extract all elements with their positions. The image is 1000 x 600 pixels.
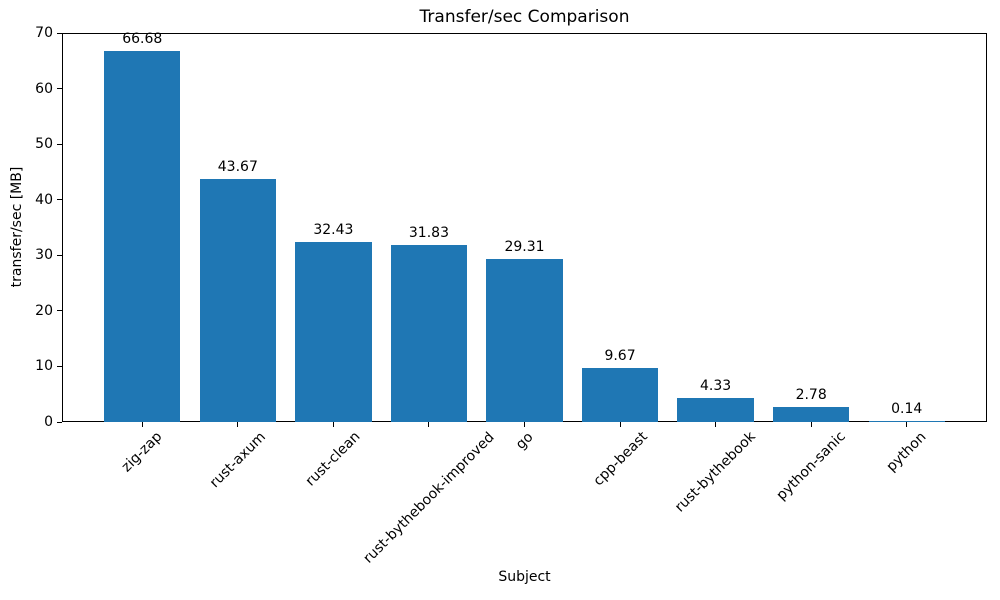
bar-value-label: 2.78	[795, 386, 827, 403]
y-axis-label: transfer/sec [MB]	[9, 166, 25, 288]
y-tick-label: 30	[35, 247, 53, 264]
x-tick	[715, 422, 717, 427]
y-tick-label: 70	[35, 25, 53, 41]
bar-value-label: 4.33	[700, 377, 732, 394]
x-tick-label: rust-bythebook	[672, 429, 759, 516]
bar	[772, 406, 850, 422]
x-tick-label: rust-axum	[206, 429, 269, 492]
bar-value-label: 31.83	[408, 225, 449, 242]
x-axis-label: Subject	[498, 569, 551, 585]
y-tick	[57, 254, 62, 256]
x-tick-label: go	[512, 428, 537, 453]
x-tick	[906, 422, 908, 427]
y-tick-label: 60	[35, 80, 53, 97]
bar	[390, 245, 468, 422]
chart-title: Transfer/sec Comparison	[419, 7, 630, 27]
bar	[486, 259, 563, 422]
bar-value-label: 32.43	[313, 221, 354, 238]
x-tick	[524, 422, 525, 427]
y-tick	[57, 143, 62, 145]
y-tick	[57, 32, 62, 34]
x-tick	[141, 422, 143, 427]
x-tick-label: python	[883, 428, 930, 475]
bar	[295, 241, 372, 422]
x-tick	[619, 422, 621, 427]
bar-value-label: 43.67	[217, 159, 258, 176]
x-tick	[332, 422, 334, 427]
bar-value-label: 29.31	[504, 239, 545, 256]
y-tick	[57, 199, 62, 201]
x-tick	[237, 422, 239, 427]
y-tick-label: 10	[35, 358, 53, 375]
x-tick	[810, 422, 812, 427]
bar	[104, 51, 181, 422]
y-tick-label: 40	[35, 191, 53, 208]
bar-value-label: 66.68	[122, 31, 163, 48]
y-tick	[57, 310, 62, 312]
y-tick-label: 20	[35, 302, 53, 319]
x-tick-label: rust-clean	[302, 428, 364, 490]
x-tick	[428, 422, 430, 427]
y-tick-label: 0	[44, 414, 53, 430]
x-tick-label: cpp-beast	[590, 428, 651, 490]
y-tick-label: 50	[35, 136, 53, 153]
y-tick	[57, 88, 62, 90]
bar-value-label: 0.14	[891, 401, 923, 417]
x-tick-label: rust-bythebook-improved	[360, 428, 498, 567]
bar-value-label: 9.67	[604, 348, 636, 365]
bar	[868, 421, 945, 422]
bar	[677, 397, 754, 422]
bar	[581, 368, 659, 422]
bar	[199, 179, 277, 422]
y-tick	[57, 365, 62, 367]
x-tick-label: zig-zap	[118, 428, 166, 476]
x-tick-label: python-sanic	[773, 428, 849, 505]
y-tick	[57, 421, 62, 423]
